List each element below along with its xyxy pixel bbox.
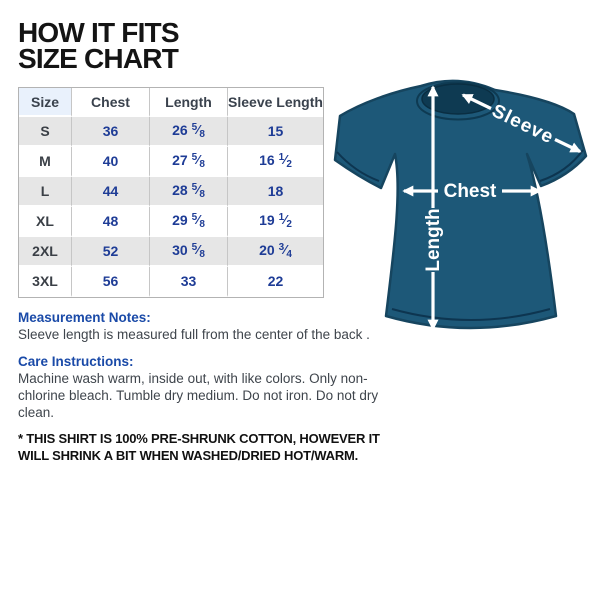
length-label: Length (423, 208, 444, 271)
care-instructions-heading: Care Instructions: (18, 354, 134, 369)
shrink-disclaimer: * THIS SHIRT IS 100% PRE-SHRUNK COTTON, … (18, 431, 380, 463)
cell-sleeve-length: 20 3⁄4 (228, 237, 323, 267)
table-row: L 44 28 5⁄8 18 (19, 177, 323, 207)
cell-length: 27 5⁄8 (150, 147, 228, 177)
notes-section: Measurement Notes: Sleeve length is meas… (18, 309, 380, 464)
right-cuff-seam (539, 149, 584, 182)
column-header-chest: Chest (72, 88, 150, 117)
page-title-line1: HOW IT FITS (18, 17, 180, 48)
cell-chest: 56 (72, 267, 150, 297)
cell-length: 33 (150, 267, 228, 297)
cell-chest: 40 (72, 147, 150, 177)
cell-sleeve-length: 15 (228, 117, 323, 147)
care-instructions-text: Machine wash warm, inside out, with like… (18, 371, 379, 420)
cell-length: 26 5⁄8 (150, 117, 228, 147)
cell-size: 2XL (19, 237, 72, 267)
hem-seam (391, 308, 551, 321)
page-title: HOW IT FITS SIZE CHART (18, 17, 180, 74)
cell-sleeve-length: 19 1⁄2 (228, 207, 323, 237)
column-header-length: Length (150, 88, 228, 117)
cell-size: 3XL (19, 267, 72, 297)
table-row: 2XL 52 30 5⁄8 20 3⁄4 (19, 237, 323, 267)
cell-chest: 44 (72, 177, 150, 207)
collar-outer-seam (416, 81, 500, 121)
cell-sleeve-length: 22 (228, 267, 323, 297)
measurement-notes-text: Sleeve length is measured full from the … (18, 327, 370, 342)
cell-length: 29 5⁄8 (150, 207, 228, 237)
tshirt-graphic (333, 79, 588, 330)
cell-sleeve-length: 16 1⁄2 (228, 147, 323, 177)
table-header-row: Size Chest Length Sleeve Length (19, 88, 323, 117)
table-row: 3XL 56 33 22 (19, 267, 323, 297)
cell-chest: 52 (72, 237, 150, 267)
tshirt-diagram: Length Chest Sleeve (333, 79, 588, 331)
cell-chest: 36 (72, 117, 150, 147)
measurement-notes-heading: Measurement Notes: (18, 310, 151, 325)
chest-label: Chest (444, 181, 497, 202)
table-row: XL 48 29 5⁄8 19 1⁄2 (19, 207, 323, 237)
cell-size: M (19, 147, 72, 177)
column-header-sleeve-length: Sleeve Length (228, 88, 323, 117)
size-table: Size Chest Length Sleeve Length S 36 26 5⁄… (18, 87, 324, 298)
column-header-size: Size (19, 88, 72, 117)
cell-chest: 48 (72, 207, 150, 237)
table-row: S 36 26 5⁄8 15 (19, 117, 323, 147)
cell-length: 28 5⁄8 (150, 177, 228, 207)
cell-size: L (19, 177, 72, 207)
cell-length: 30 5⁄8 (150, 237, 228, 267)
sleeve-arrow (461, 93, 582, 153)
left-cuff-seam (336, 151, 380, 182)
table-row: M 40 27 5⁄8 16 1⁄2 (19, 147, 323, 177)
size-table-body: S 36 26 5⁄8 15 M 40 27 5⁄8 16 1⁄2 L 44 28 5⁄8 18 XL 4… (19, 117, 323, 297)
page-title-line2: SIZE CHART (18, 43, 179, 74)
cell-size: S (19, 117, 72, 147)
collar (421, 83, 495, 115)
cell-sleeve-length: 18 (228, 177, 323, 207)
cell-size: XL (19, 207, 72, 237)
